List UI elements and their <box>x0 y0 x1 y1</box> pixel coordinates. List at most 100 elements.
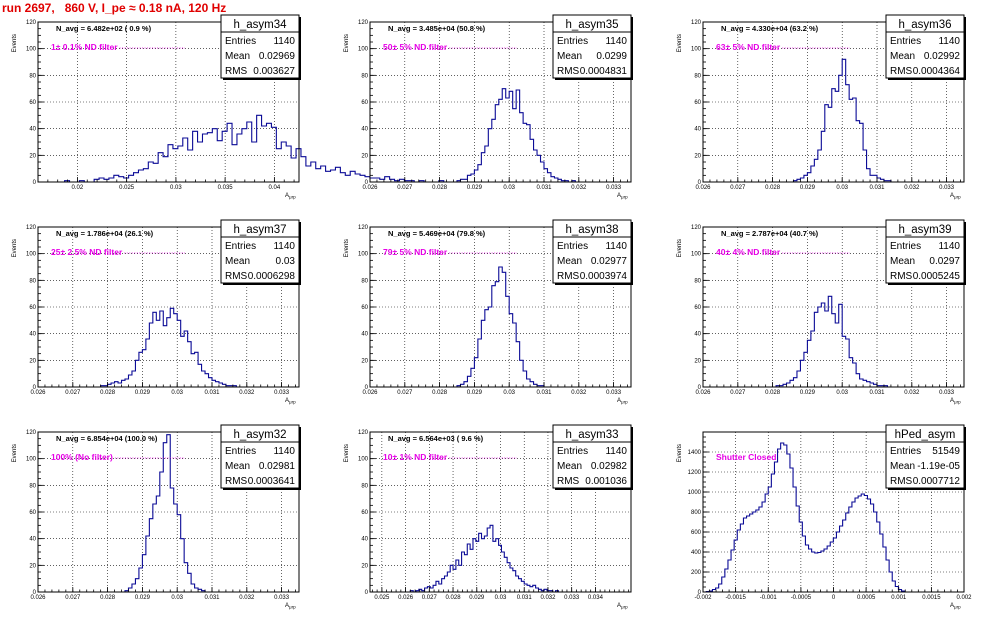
filter-label: 25± 2.5% ND filter <box>51 247 123 257</box>
stats-label: RMS <box>890 476 913 487</box>
stats-title: hPed_asym <box>895 429 956 441</box>
stats-value: 0.001036 <box>585 476 627 487</box>
y-tick-label: 60 <box>29 100 36 106</box>
stats-box <box>885 219 965 284</box>
y-tick-label: 40 <box>361 332 368 338</box>
x-tick-label: 0.033 <box>606 185 622 191</box>
y-tick-label: 40 <box>694 127 701 133</box>
stats-value: 1140 <box>605 241 627 252</box>
x-tick-label: 0.027 <box>397 185 413 191</box>
x-tick-label: 0.032 <box>540 595 556 601</box>
stats-label: Mean <box>557 461 582 472</box>
x-tick-label: 0.032 <box>239 390 255 396</box>
x-tick-label: 0.029 <box>135 390 151 396</box>
filter-label: 63± 5% ND filter <box>716 42 781 52</box>
y-tick-label: 20 <box>361 358 368 364</box>
y-axis-label: Events <box>12 239 18 257</box>
stats-label: Mean <box>225 256 250 267</box>
stats-value: 0.0005245 <box>913 271 961 282</box>
x-tick-label: 0.031 <box>517 595 533 601</box>
y-tick-label: 40 <box>29 127 36 133</box>
filter-label: Shutter Closed <box>716 452 776 462</box>
y-tick-label: 0 <box>33 590 37 596</box>
stats-title: h_asym32 <box>233 429 286 441</box>
stats-title: h_asym33 <box>565 429 618 441</box>
y-tick-label: 120 <box>358 225 369 231</box>
y-tick-label: 60 <box>361 305 368 311</box>
stats-box <box>220 424 300 489</box>
x-tick-label: 0.026 <box>398 595 414 601</box>
histogram-h_asym34: 0.02 0.025 0.03 0.035 0.04 0 20 40 60 80 100 120 Aμr… <box>12 14 445 200</box>
x-tick-label: 0.002 <box>956 595 972 601</box>
x-tick-label: 0.028 <box>100 595 116 601</box>
y-tick-label: 20 <box>361 153 368 159</box>
y-tick-label: 120 <box>691 20 702 26</box>
x-tick-label: 0.026 <box>695 185 711 191</box>
page-title: run 2697, 860 V, I_pe ≈ 0.18 nA, 120 Hz <box>2 1 227 15</box>
filter-label: 10± 1% ND filter <box>383 452 448 462</box>
stats-label: Mean <box>557 256 582 267</box>
histogram-line <box>124 434 209 593</box>
histogram-h_asym38: 0.026 0.027 0.028 0.029 0.03 0.031 0.032 0.033 0… <box>344 219 633 405</box>
x-tick-label: 0.03 <box>495 595 507 601</box>
y-tick-label: 80 <box>29 483 36 489</box>
stats-label: Mean <box>890 461 915 472</box>
navg-label: N_avg = 6.482e+02 ( 0.9 %) <box>56 24 152 33</box>
x-tick-label: 0.026 <box>30 390 46 396</box>
stats-label: RMS <box>557 271 580 282</box>
stats-label: RMS <box>890 271 913 282</box>
y-tick-label: 0 <box>365 385 369 391</box>
stats-label: RMS <box>225 271 248 282</box>
y-tick-label: 80 <box>29 278 36 284</box>
stats-label: Mean <box>890 51 915 62</box>
y-tick-label: 100 <box>26 47 37 53</box>
y-tick-label: 120 <box>26 225 37 231</box>
y-tick-label: 100 <box>26 457 37 463</box>
x-tick-label: 0.04 <box>269 185 281 191</box>
x-tick-label: 0.027 <box>65 595 81 601</box>
stats-value: 0.03 <box>276 256 296 267</box>
x-tick-label: 0.028 <box>432 185 448 191</box>
x-tick-label: 0.031 <box>869 390 885 396</box>
x-axis-label: Aμrp <box>617 603 628 610</box>
y-tick-label: 100 <box>358 457 369 463</box>
stats-value: 0.02981 <box>259 461 296 472</box>
y-tick-label: 40 <box>361 127 368 133</box>
y-axis-label: Events <box>344 444 350 462</box>
histogram-line <box>456 88 576 183</box>
histogram-h_asym32: 0.026 0.027 0.028 0.029 0.03 0.031 0.032 0.033 0… <box>12 424 301 610</box>
x-tick-label: 0.027 <box>422 595 438 601</box>
histogram-h_asym36: 0.026 0.027 0.028 0.029 0.03 0.031 0.032 0.033 0… <box>677 14 966 200</box>
y-tick-label: 20 <box>29 153 36 159</box>
filter-label: 79± 5% ND filter <box>383 247 448 257</box>
y-tick-label: 400 <box>691 550 702 556</box>
stats-box <box>552 219 632 284</box>
y-tick-label: 40 <box>694 332 701 338</box>
x-tick-label: 0.032 <box>571 185 587 191</box>
y-tick-label: 200 <box>691 570 702 576</box>
x-tick-label: 0.034 <box>588 595 604 601</box>
y-tick-label: 1000 <box>688 490 702 496</box>
filter-label: 50± 5% ND filter <box>383 42 448 52</box>
stats-label: Entries <box>225 36 256 47</box>
x-tick-label: 0.027 <box>397 390 413 396</box>
y-tick-label: 0 <box>365 180 369 186</box>
x-tick-label: 0.0015 <box>922 595 941 601</box>
x-tick-label: 0.029 <box>467 185 483 191</box>
x-tick-label: -0.0005 <box>791 595 812 601</box>
histogram-h_asym39: 0.026 0.027 0.028 0.029 0.03 0.031 0.032 0.033 0… <box>677 219 966 405</box>
stats-value: 1140 <box>605 36 627 47</box>
x-tick-label: 0.033 <box>939 185 955 191</box>
x-tick-label: 0.03 <box>171 595 183 601</box>
x-tick-label: 0.033 <box>274 595 290 601</box>
y-axis-label: Events <box>677 444 683 462</box>
x-axis-label: Aμrp <box>285 603 296 610</box>
x-axis-label: Aμrp <box>285 398 296 405</box>
x-tick-label: 0.025 <box>119 185 135 191</box>
y-tick-label: 120 <box>358 430 369 436</box>
x-tick-label: 0.031 <box>536 185 552 191</box>
y-axis-label: Events <box>12 444 18 462</box>
y-axis-label: Events <box>344 239 350 257</box>
histogram-line <box>792 58 895 183</box>
stats-label: RMS <box>225 476 248 487</box>
